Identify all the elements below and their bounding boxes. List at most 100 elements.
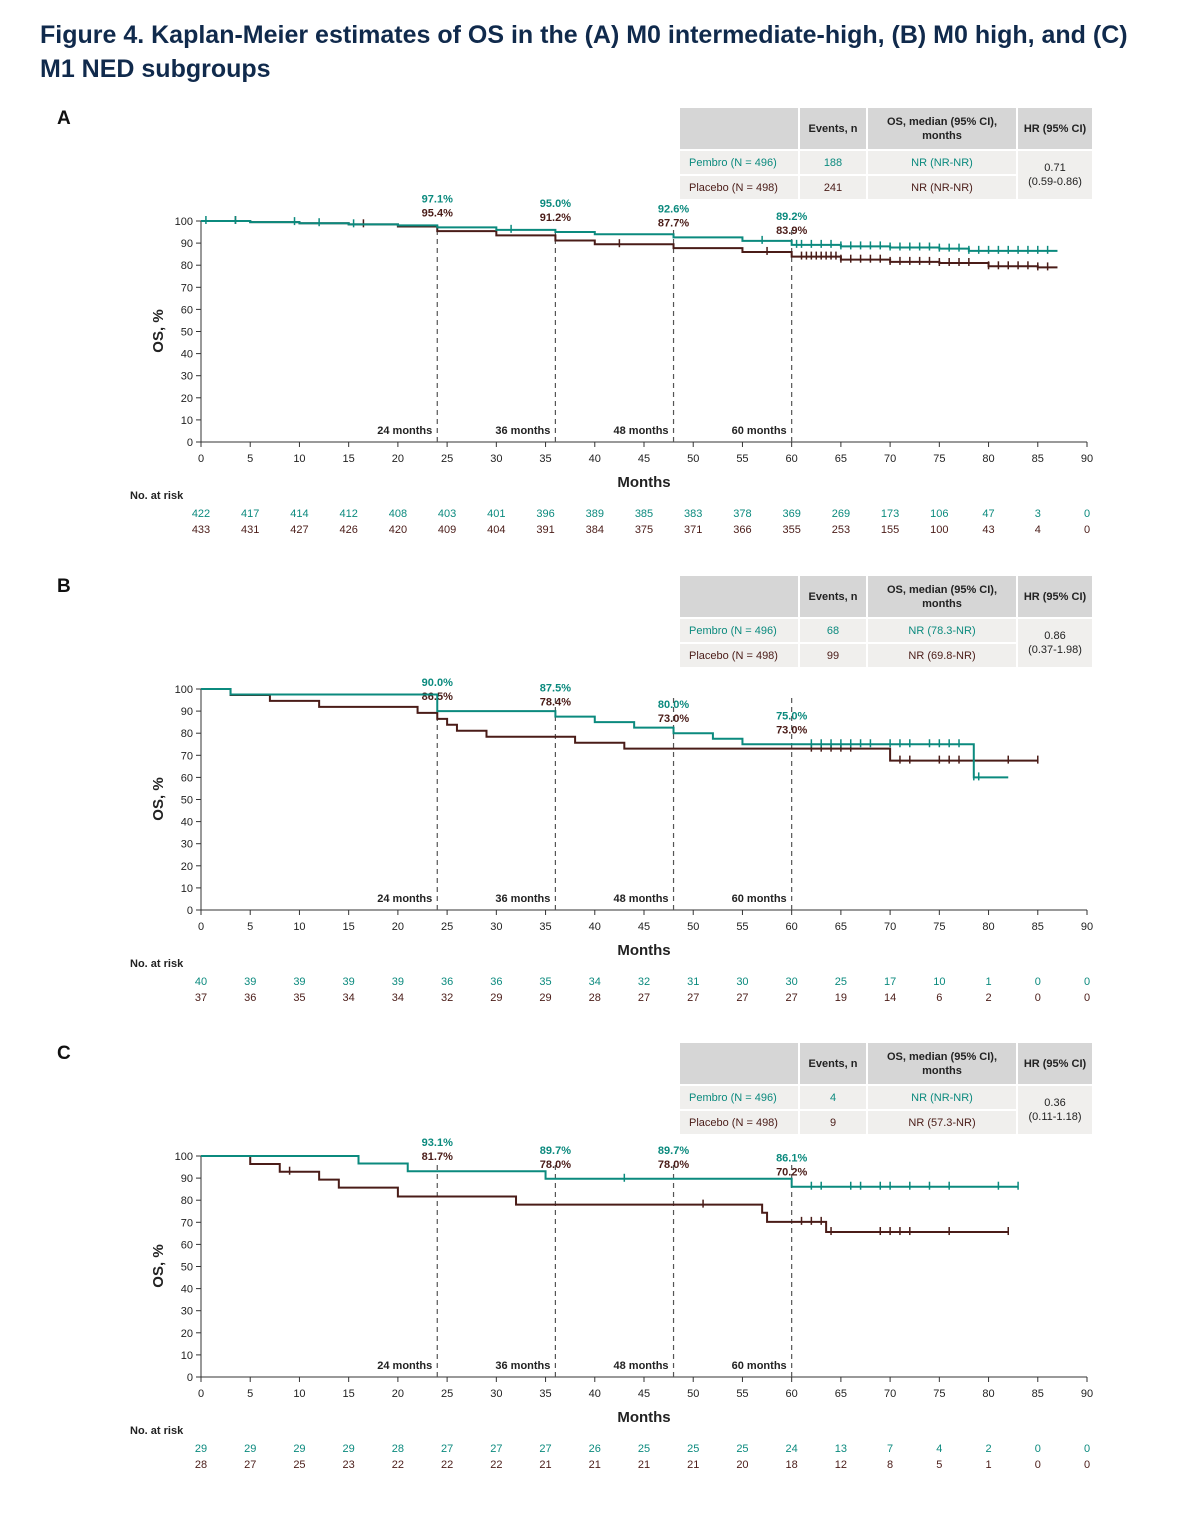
y-tick-label: 30	[181, 1306, 193, 1318]
summary-median-placebo: NR (57.3-NR)	[867, 1109, 1018, 1134]
at-risk-pembro: 173	[881, 508, 899, 520]
summary-header-median: OS, median (95% CI), months	[867, 576, 1018, 618]
summary-median-pembro: NR (78.3-NR)	[867, 617, 1018, 643]
x-tick-label: 15	[343, 921, 355, 933]
y-tick-label: 60	[181, 772, 193, 784]
landmark-pembro-value: 75.0%	[776, 710, 807, 722]
landmark-placebo-value: 81.7%	[422, 1151, 453, 1163]
summary-header-hr: HR (95% CI)	[1017, 1043, 1094, 1085]
x-tick-label: 35	[539, 453, 551, 465]
at-risk-pembro: 36	[490, 976, 502, 988]
at-risk-placebo: 27	[687, 992, 699, 1004]
at-risk-placebo: 155	[881, 524, 899, 536]
at-risk-placebo: 27	[638, 992, 650, 1004]
x-tick-label: 90	[1081, 453, 1093, 465]
landmark-label: 60 months	[732, 1360, 787, 1372]
x-tick-label: 10	[293, 453, 305, 465]
summary-header-events: Events, n	[799, 1043, 868, 1085]
landmark-placebo-value: 78.0%	[540, 1159, 571, 1171]
at-risk-placebo: 28	[589, 992, 601, 1004]
at-risk-pembro: 414	[290, 508, 308, 520]
at-risk-pembro: 27	[441, 1443, 453, 1455]
x-tick-label: 25	[441, 921, 453, 933]
km-curve-pembro	[201, 688, 1009, 779]
at-risk-pembro: 29	[293, 1443, 305, 1455]
summary-table: Events, n OS, median (95% CI), months HR…	[680, 108, 1094, 199]
at-risk-placebo: 0	[1084, 992, 1090, 1004]
x-tick-label: 85	[1032, 921, 1044, 933]
summary-header-arm	[680, 108, 800, 150]
y-tick-label: 80	[181, 260, 193, 272]
x-tick-label: 80	[982, 1388, 994, 1400]
y-tick-label: 90	[181, 706, 193, 718]
at-risk-placebo: 34	[343, 992, 355, 1004]
at-risk-pembro: 29	[343, 1443, 355, 1455]
at-risk-pembro: 0	[1084, 976, 1090, 988]
at-risk-pembro: 25	[638, 1443, 650, 1455]
at-risk-placebo: 6	[936, 992, 942, 1004]
at-risk-placebo: 27	[786, 992, 798, 1004]
landmark-pembro-value: 97.1%	[422, 193, 453, 205]
x-tick-label: 10	[293, 921, 305, 933]
landmark-label: 24 months	[377, 1360, 432, 1372]
landmark-label: 24 months	[377, 425, 432, 437]
at-risk-pembro: 29	[244, 1443, 256, 1455]
at-risk-pembro: 10	[933, 976, 945, 988]
landmark-placebo-value: 91.2%	[540, 212, 571, 224]
y-tick-label: 40	[181, 1284, 193, 1296]
at-risk-placebo: 25	[293, 1459, 305, 1471]
at-risk-pembro: 29	[195, 1443, 207, 1455]
landmark-placebo-value: 83.9%	[776, 225, 807, 237]
at-risk-pembro: 0	[1084, 1443, 1090, 1455]
x-tick-label: 90	[1081, 1388, 1093, 1400]
at-risk-pembro: 39	[293, 976, 305, 988]
x-tick-label: 80	[982, 453, 994, 465]
at-risk-placebo: 29	[539, 992, 551, 1004]
hr-value: 0.86	[1044, 630, 1066, 642]
summary-events-placebo: 99	[799, 642, 868, 667]
hr-ci: (0.11-1.18)	[1028, 1111, 1082, 1123]
at-risk-pembro: 28	[392, 1443, 404, 1455]
at-risk-placebo: 28	[195, 1459, 207, 1471]
at-risk-placebo: 366	[733, 524, 751, 536]
y-tick-label: 0	[187, 905, 193, 917]
summary-header-hr: HR (95% CI)	[1017, 108, 1094, 150]
summary-hr-cell: 0.36 (0.11-1.18)	[1017, 1084, 1094, 1134]
at-risk-pembro: 39	[343, 976, 355, 988]
at-risk-pembro: 408	[389, 508, 407, 520]
summary-events-pembro: 68	[799, 617, 868, 643]
y-tick-label: 20	[181, 861, 193, 873]
x-tick-label: 90	[1081, 921, 1093, 933]
at-risk-placebo: 433	[192, 524, 210, 536]
x-tick-label: 45	[638, 453, 650, 465]
at-risk-pembro: 25	[687, 1443, 699, 1455]
x-tick-label: 75	[933, 453, 945, 465]
at-risk-placebo: 37	[195, 992, 207, 1004]
at-risk-pembro: 2	[985, 1443, 991, 1455]
at-risk-pembro: 7	[887, 1443, 893, 1455]
at-risk-placebo: 43	[982, 524, 994, 536]
at-risk-pembro: 1	[985, 976, 991, 988]
landmark-pembro-value: 87.5%	[540, 683, 571, 695]
hr-ci: (0.37-1.98)	[1028, 644, 1082, 656]
x-tick-label: 60	[786, 921, 798, 933]
y-tick-label: 60	[181, 1239, 193, 1251]
summary-arm-placebo: Placebo (N = 498)	[680, 1109, 800, 1134]
landmark-pembro-value: 90.0%	[422, 677, 453, 689]
at-risk-pembro: 417	[241, 508, 259, 520]
summary-header-arm	[680, 1043, 800, 1085]
x-tick-label: 55	[736, 453, 748, 465]
x-tick-label: 0	[198, 921, 204, 933]
landmark-placebo-value: 78.4%	[540, 697, 571, 709]
at-risk-pembro: 403	[438, 508, 456, 520]
at-risk-label: No. at risk	[130, 958, 184, 970]
at-risk-placebo: 35	[293, 992, 305, 1004]
y-tick-label: 80	[181, 728, 193, 740]
x-tick-label: 30	[490, 921, 502, 933]
at-risk-placebo: 100	[930, 524, 948, 536]
at-risk-pembro: 47	[982, 508, 994, 520]
summary-arm-placebo: Placebo (N = 498)	[680, 642, 800, 667]
y-tick-label: 0	[187, 437, 193, 449]
hr-value: 0.36	[1044, 1097, 1066, 1109]
